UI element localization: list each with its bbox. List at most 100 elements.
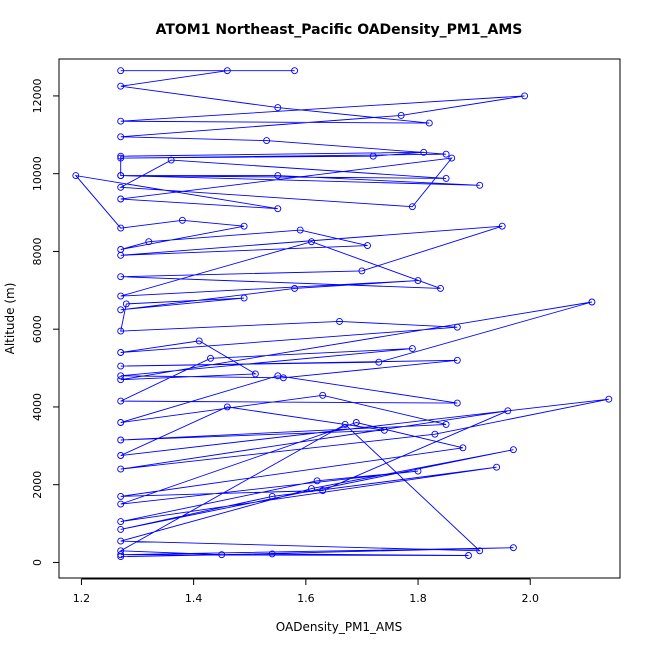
- y-tick-label: 0: [31, 559, 44, 566]
- data-point: [117, 518, 125, 526]
- data-point: [291, 284, 299, 292]
- data-point: [117, 152, 125, 160]
- data-point: [476, 181, 484, 189]
- data-point: [117, 452, 125, 459]
- data-point: [240, 222, 248, 230]
- data-point: [442, 420, 450, 428]
- data-point: [291, 67, 299, 75]
- data-point: [408, 345, 416, 353]
- data-point: [117, 492, 125, 500]
- data-point: [117, 525, 125, 533]
- data-point: [308, 485, 315, 493]
- data-point: [117, 306, 125, 314]
- data-point: [117, 551, 125, 559]
- series-group: [72, 67, 613, 561]
- x-tick-label: 2.0: [521, 592, 539, 605]
- data-point: [72, 172, 80, 180]
- data-point: [296, 226, 304, 234]
- data-point: [336, 317, 343, 325]
- data-point: [459, 444, 467, 452]
- data-point: [521, 92, 529, 100]
- data-point: [274, 104, 282, 112]
- y-tick-label: 8000: [31, 237, 44, 265]
- y-tick-label: 6000: [31, 315, 44, 343]
- data-point: [380, 426, 388, 434]
- data-point: [465, 552, 472, 559]
- data-point: [240, 294, 248, 302]
- data-point: [341, 420, 349, 428]
- data-point: [117, 224, 125, 232]
- data-point: [476, 547, 484, 555]
- data-point: [218, 551, 226, 559]
- y-tick-label: 12000: [31, 78, 44, 113]
- data-point: [117, 419, 125, 426]
- data-point: [117, 117, 125, 125]
- x-tick-label: 1.4: [185, 592, 203, 605]
- data-point: [178, 216, 186, 224]
- data-point: [442, 150, 450, 158]
- data-point: [358, 267, 366, 275]
- data-point: [414, 277, 422, 285]
- data-point: [313, 477, 321, 485]
- data-point: [509, 544, 517, 552]
- data-point: [223, 403, 231, 411]
- data-point: [117, 273, 125, 281]
- data-point: [117, 397, 125, 405]
- data-point: [498, 222, 506, 230]
- data-point: [263, 137, 271, 145]
- x-tick-label: 1.2: [73, 592, 91, 605]
- x-tick-label: 1.8: [409, 592, 427, 605]
- data-point: [504, 407, 512, 415]
- data-point: [425, 119, 433, 127]
- y-axis-label: Altitude (m): [3, 283, 17, 355]
- x-tick-label: 1.6: [297, 592, 315, 605]
- data-point: [364, 242, 371, 250]
- y-axis: 0 2000 4000 6000 8000 10000 12000: [31, 78, 60, 566]
- data-point: [117, 251, 125, 259]
- data-point: [195, 337, 203, 345]
- data-point: [117, 553, 125, 561]
- data-point: [117, 465, 125, 473]
- data-point: [145, 238, 153, 246]
- data-point: [509, 446, 517, 454]
- data-point: [319, 391, 327, 399]
- series-line: [74, 70, 609, 558]
- chart-title: ATOM1 Northeast_Pacific OADensity_PM1_AM…: [156, 22, 523, 38]
- data-point: [223, 67, 231, 75]
- data-point: [453, 323, 461, 331]
- data-point: [352, 419, 360, 426]
- y-tick-label: 10000: [31, 156, 44, 191]
- data-point: [274, 205, 282, 213]
- data-point: [117, 327, 125, 335]
- data-point: [605, 395, 613, 403]
- data-point: [117, 67, 125, 75]
- data-point: [117, 349, 125, 356]
- data-point: [207, 354, 214, 362]
- data-point: [251, 370, 259, 378]
- data-point: [117, 500, 125, 508]
- data-point: [117, 376, 125, 384]
- data-point: [369, 152, 377, 160]
- data-point: [117, 172, 125, 180]
- data-point: [319, 487, 327, 494]
- data-point: [117, 82, 125, 90]
- data-point: [588, 298, 596, 306]
- x-axis-label: OADensity_PM1_AMS: [276, 620, 402, 634]
- data-point: [122, 300, 130, 308]
- data-point: [453, 356, 461, 364]
- data-point: [397, 111, 405, 119]
- data-point: [117, 183, 125, 191]
- data-point: [167, 156, 175, 164]
- data-point: [117, 195, 125, 203]
- series-layer: [72, 67, 613, 561]
- data-point: [437, 284, 444, 292]
- data-point: [414, 467, 422, 475]
- data-point: [274, 172, 282, 180]
- x-axis: 1.2 1.4 1.6 1.8 2.0: [73, 578, 539, 605]
- data-point: [493, 463, 501, 471]
- data-point: [453, 399, 461, 407]
- data-point: [375, 358, 383, 366]
- data-point: [117, 154, 125, 162]
- y-tick-label: 4000: [31, 393, 44, 421]
